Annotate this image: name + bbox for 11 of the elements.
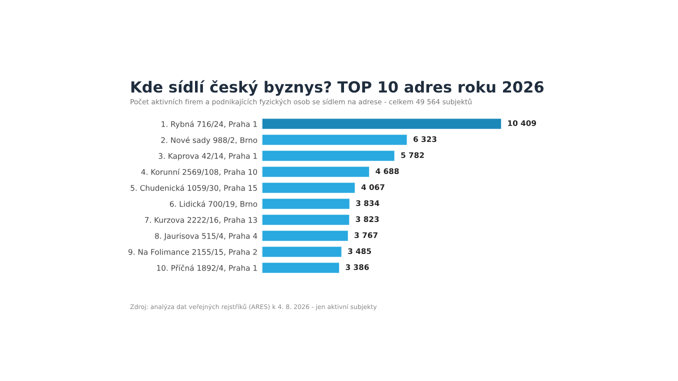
bar (262, 229, 350, 242)
bar (262, 261, 340, 274)
bar (262, 117, 502, 130)
bar (262, 197, 351, 210)
bar (262, 245, 343, 258)
bar (262, 133, 408, 146)
bar (262, 213, 351, 226)
bar (262, 181, 356, 194)
bar (262, 165, 370, 178)
chart-title: Kde sídlí český byznys? TOP 10 adres roku 2026 (131, 80, 544, 96)
bar (262, 149, 396, 162)
